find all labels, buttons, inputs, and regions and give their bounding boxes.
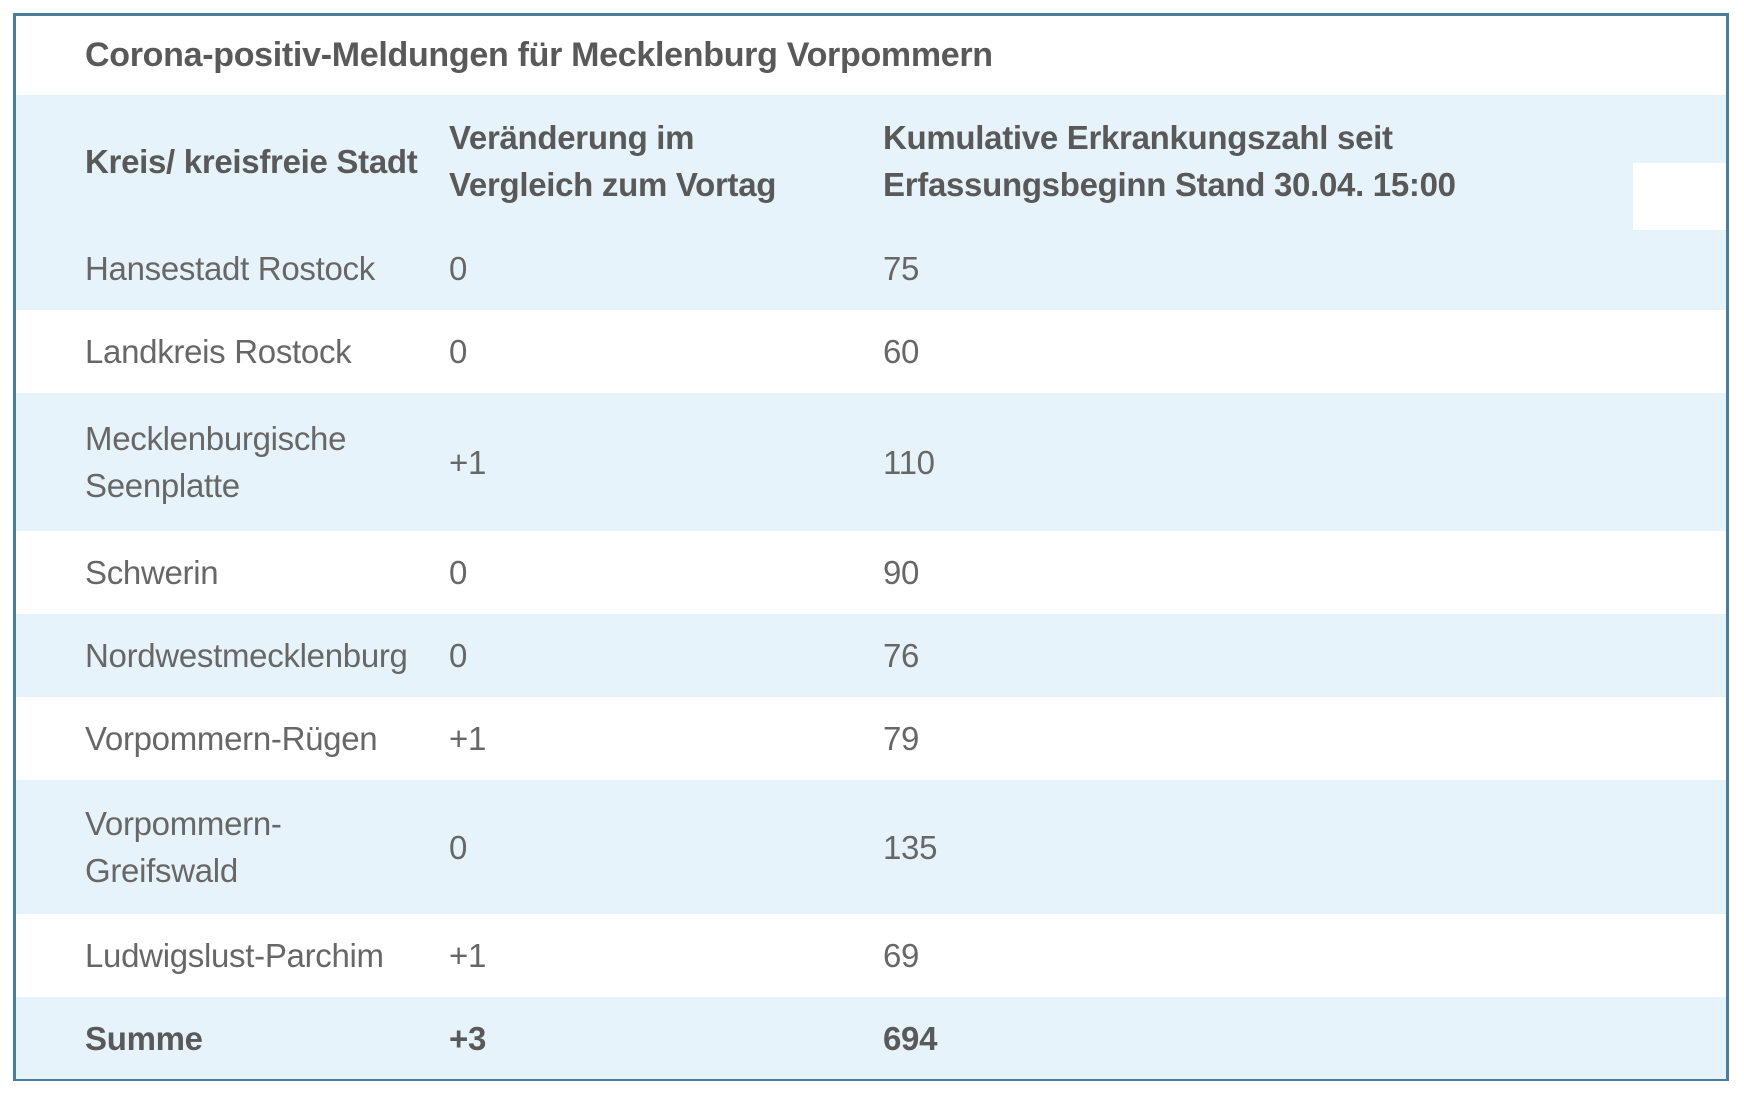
kreis-cell: Schwerin — [85, 554, 219, 591]
kumulativ-cell: 79 — [883, 720, 920, 757]
kreis-cell: Hansestadt Rostock — [85, 250, 375, 287]
kreis-cell: Ludwigslust-Parchim — [85, 937, 384, 974]
kreis-cell: Landkreis Rostock — [85, 333, 352, 370]
kreis-cell: Nordwestmecklenburg — [85, 637, 408, 674]
kumulativ-cell: 60 — [883, 333, 920, 370]
kumulativ-cell: 90 — [883, 554, 920, 591]
col-header-kreis: Kreis/ kreisfreie Stadt — [85, 142, 418, 180]
kreis-cell: Vorpommern-Rügen — [85, 720, 378, 757]
table-row-summe: Summe +3 694 — [16, 997, 1726, 1079]
col-header-veraenderung: Veränderung im Vergleich zum Vortag — [449, 119, 777, 203]
kumulativ-cell: 694 — [883, 1019, 938, 1057]
veraenderung-cell: +1 — [449, 937, 487, 974]
veraenderung-cell: 0 — [449, 828, 468, 866]
veraenderung-cell: 0 — [449, 637, 468, 674]
veraenderung-cell: 0 — [449, 554, 468, 591]
table-row-vorpommern-ruegen: Vorpommern-Rügen +1 79 — [16, 697, 1726, 780]
white-overlay-rect — [1633, 163, 1726, 230]
kumulativ-cell: 69 — [883, 937, 920, 974]
veraenderung-cell: +3 — [449, 1019, 487, 1057]
table-row-ludwigslust-parchim: Ludwigslust-Parchim +1 69 — [16, 914, 1726, 997]
veraenderung-cell: +1 — [449, 443, 487, 481]
table-row-vorpommern-greifswald: Vorpommern- Greifswald 0 135 — [16, 780, 1726, 914]
table-title-row: Corona-positiv-Meldungen für Mecklenburg… — [16, 16, 1726, 95]
kreis-cell: Summe — [85, 1019, 203, 1057]
table-row-schwerin: Schwerin 0 90 — [16, 531, 1726, 614]
kumulativ-cell: 110 — [883, 443, 935, 481]
table-row-landkreis-rostock: Landkreis Rostock 0 60 — [16, 310, 1726, 393]
kumulativ-cell: 135 — [883, 828, 938, 866]
kreis-cell: Vorpommern- Greifswald — [85, 805, 282, 889]
table-row-mecklenburgische-seenplatte: Mecklenburgische Seenplatte +1 110 — [16, 393, 1726, 531]
table-title: Corona-positiv-Meldungen für Mecklenburg… — [85, 36, 993, 74]
corona-table-card: Corona-positiv-Meldungen für Mecklenburg… — [13, 13, 1729, 1081]
veraenderung-cell: 0 — [449, 333, 468, 370]
kumulativ-cell: 75 — [883, 250, 920, 287]
col-header-kumulativ: Kumulative Erkrankungszahl seit Erfassun… — [883, 119, 1456, 203]
table-row-hansestadt-rostock: Hansestadt Rostock 0 75 — [16, 227, 1726, 310]
table-row-nordwestmecklenburg: Nordwestmecklenburg 0 76 — [16, 614, 1726, 697]
table-header-row: Kreis/ kreisfreie Stadt Veränderung im V… — [16, 95, 1726, 227]
veraenderung-cell: 0 — [449, 250, 468, 287]
veraenderung-cell: +1 — [449, 720, 487, 757]
kreis-cell: Mecklenburgische Seenplatte — [85, 420, 347, 504]
corona-data-table: Kreis/ kreisfreie Stadt Veränderung im V… — [16, 95, 1726, 1079]
kumulativ-cell: 76 — [883, 637, 920, 674]
